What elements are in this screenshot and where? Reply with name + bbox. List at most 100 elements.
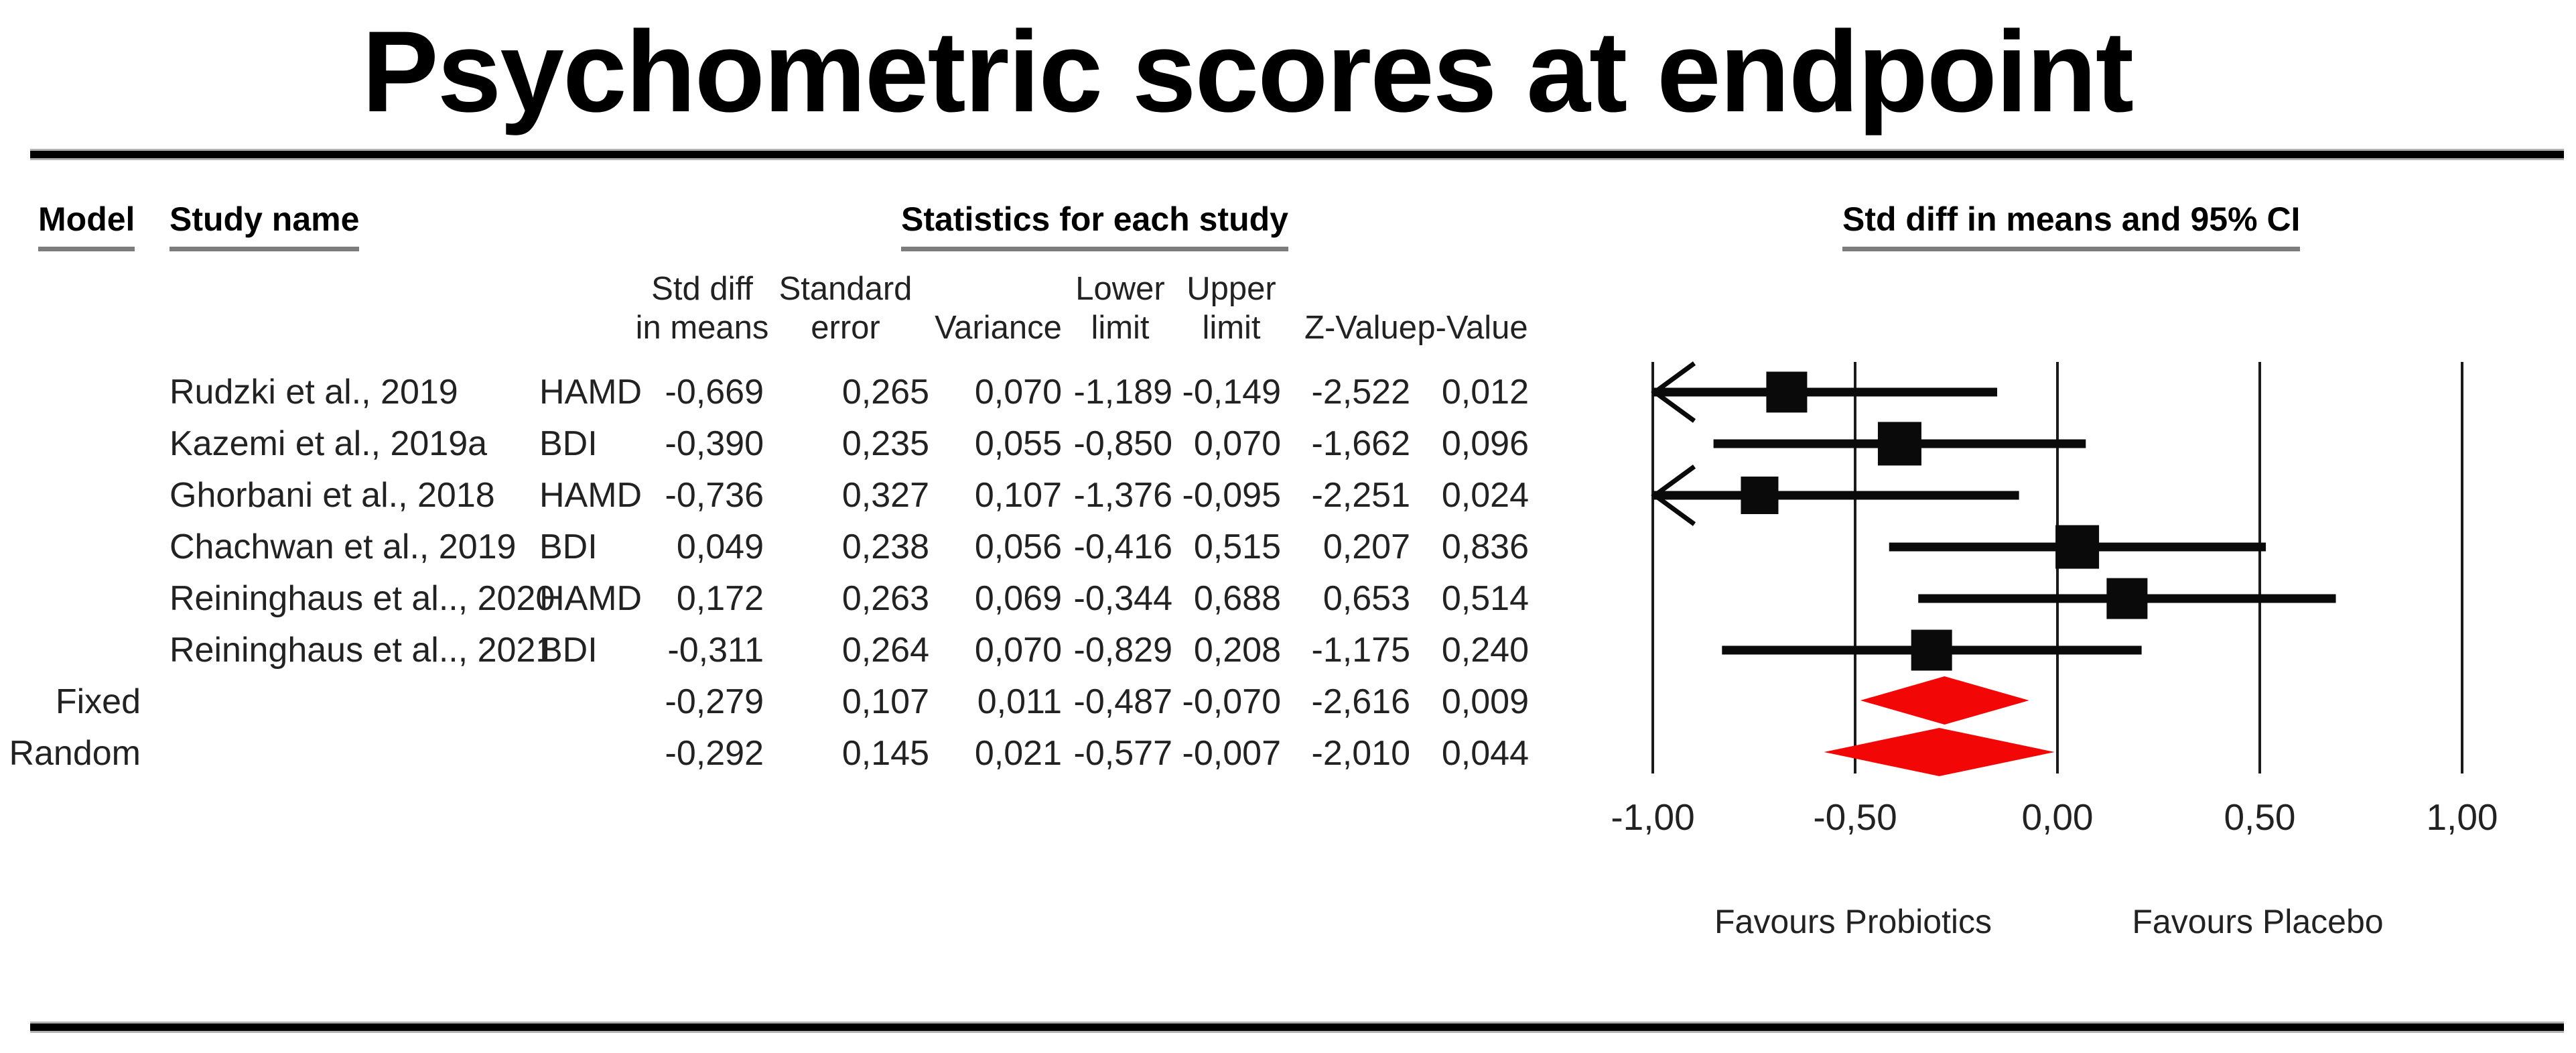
- axis-tick-label: 0,50: [2224, 796, 2295, 838]
- stat-value: 0,263: [841, 579, 929, 618]
- stat-value: -1,376: [1073, 476, 1172, 515]
- effect-marker: [1741, 477, 1779, 514]
- stat-value: 0,235: [841, 424, 929, 463]
- model-label: Fixed: [55, 682, 141, 721]
- ci-arrow-left: [1651, 464, 1696, 526]
- stat-value: -0,416: [1073, 528, 1172, 566]
- stat-value: -0,487: [1073, 682, 1172, 721]
- stat-col-header: Lower limit: [1075, 271, 1165, 346]
- stat-col-header: Std diff in means: [635, 271, 769, 346]
- scale-label: BDI: [539, 631, 598, 670]
- stat-value: -0,850: [1073, 424, 1172, 463]
- stat-value: -0,736: [665, 476, 764, 515]
- column-group-effect-ci: Std diff in means and 95% CI: [1842, 200, 2301, 251]
- study-row: Chachwan et al., 2019 BDI 0,049 0,238 0,056-…: [0, 529, 1581, 565]
- axis-tick-label: -0,50: [1813, 796, 1897, 838]
- study-row: Ghorbani et al., 2018 HAMD -0,736 0,327 0,10…: [0, 477, 1581, 513]
- stat-value: 0,049: [676, 528, 764, 566]
- ci-arrow-left: [1651, 361, 1696, 423]
- study-row: Rudzki et al., 2019 HAMD -0,669 0,265 0,070-…: [0, 374, 1581, 410]
- scale-label: BDI: [539, 424, 598, 463]
- stat-value: 0,044: [1441, 734, 1529, 773]
- stat-col-header: Standard error: [778, 271, 912, 346]
- stat-value: -0,829: [1073, 631, 1172, 670]
- stat-value: -0,311: [667, 631, 764, 670]
- axis-tick-label: 0,00: [2021, 796, 2093, 838]
- stat-value: 0,836: [1441, 528, 1529, 566]
- axis-tick-label: 1,00: [2426, 796, 2498, 838]
- stat-value: -2,522: [1311, 373, 1410, 412]
- top-divider: [30, 149, 2564, 160]
- stat-value: 0,688: [1193, 579, 1281, 618]
- summary-diamond-random: [1824, 728, 2055, 776]
- scale-label: BDI: [539, 528, 598, 566]
- favours-left-label: Favours Probiotics: [1714, 903, 1992, 940]
- stat-value: 0,056: [974, 528, 1062, 566]
- stat-value: 0,070: [974, 373, 1062, 412]
- stat-value: -0,669: [665, 373, 764, 412]
- stat-value: 0,207: [1323, 528, 1410, 566]
- stat-col-header: Variance: [935, 310, 1062, 346]
- stat-col-header: p-Value: [1417, 310, 1528, 346]
- stat-value: -1,189: [1073, 373, 1172, 412]
- study-name: Chachwan et al., 2019: [170, 528, 517, 566]
- stat-value: 0,327: [841, 476, 929, 515]
- study-row: Reininghaus et al.., 2021 BDI -0,311 0,264 0…: [0, 632, 1581, 668]
- favours-right-label: Favours Placebo: [2132, 903, 2384, 940]
- effect-marker: [1766, 371, 1808, 413]
- stat-value: 0,172: [676, 579, 764, 618]
- bottom-divider: [30, 1021, 2564, 1033]
- study-name: Reininghaus et al.., 2020: [170, 579, 555, 618]
- stat-value: -0,344: [1073, 579, 1172, 618]
- stat-value: 0,070: [1193, 424, 1281, 463]
- stat-value: -1,662: [1311, 424, 1410, 463]
- stat-value: 0,145: [841, 734, 929, 773]
- summary-row: Random -0,292 0,145 0,021 -0,577 -0,007 -2,010…: [0, 735, 1581, 771]
- study-name: Ghorbani et al., 2018: [170, 476, 495, 515]
- stat-value: 0,653: [1323, 579, 1410, 618]
- stat-value: -0,390: [665, 424, 764, 463]
- study-row: Kazemi et al., 2019a BDI -0,390 0,235 0,055-…: [0, 426, 1581, 462]
- stat-value: 0,024: [1441, 476, 1529, 515]
- stat-value: 0,107: [974, 476, 1062, 515]
- stat-value: -0,070: [1182, 682, 1281, 721]
- stat-value: 0,069: [974, 579, 1062, 618]
- model-label: Random: [9, 734, 141, 773]
- stat-value: -0,279: [665, 682, 764, 721]
- study-row: Reininghaus et al.., 2020 HAMD 0,172 0,263 0…: [0, 580, 1581, 617]
- stat-value: -2,251: [1311, 476, 1410, 515]
- stat-value: 0,238: [841, 528, 929, 566]
- study-name: Reininghaus et al.., 2021: [170, 631, 555, 670]
- column-group-study-name: Study name: [170, 200, 360, 251]
- stat-value: -1,175: [1311, 631, 1410, 670]
- stat-value: -0,095: [1182, 476, 1281, 515]
- summary-row: Fixed -0,279 0,107 0,011 -0,487 -0,070 -2,616 0…: [0, 684, 1581, 720]
- study-name: Rudzki et al., 2019: [170, 373, 458, 412]
- scale-label: HAMD: [539, 579, 642, 618]
- stat-value: 0,208: [1193, 631, 1281, 670]
- stat-value: 0,012: [1441, 373, 1529, 412]
- stat-value: -0,149: [1182, 373, 1281, 412]
- stat-value: 0,107: [841, 682, 929, 721]
- stat-value: 0,011: [977, 682, 1062, 721]
- scale-label: HAMD: [539, 476, 642, 515]
- stat-value: -2,010: [1311, 734, 1410, 773]
- stat-value: 0,070: [974, 631, 1062, 670]
- effect-marker: [2055, 525, 2100, 569]
- column-group-model: Model: [38, 200, 135, 251]
- stat-value: 0,240: [1441, 631, 1529, 670]
- stat-col-header: Z-Value: [1304, 310, 1417, 346]
- study-name: Kazemi et al., 2019a: [170, 424, 488, 463]
- stat-value: 0,514: [1441, 579, 1529, 618]
- stat-value: -0,292: [665, 734, 764, 773]
- stat-value: 0,021: [974, 734, 1062, 773]
- stat-value: 0,096: [1441, 424, 1529, 463]
- axis-tick-label: -1,00: [1611, 796, 1694, 838]
- stat-value: -0,577: [1073, 734, 1172, 773]
- stat-column-headers: Std diff in means Standard error Variance L…: [0, 263, 1608, 347]
- effect-marker: [1911, 629, 1952, 671]
- stat-value: 0,264: [841, 631, 929, 670]
- page-title: Psychometric scores at endpoint: [362, 7, 2134, 136]
